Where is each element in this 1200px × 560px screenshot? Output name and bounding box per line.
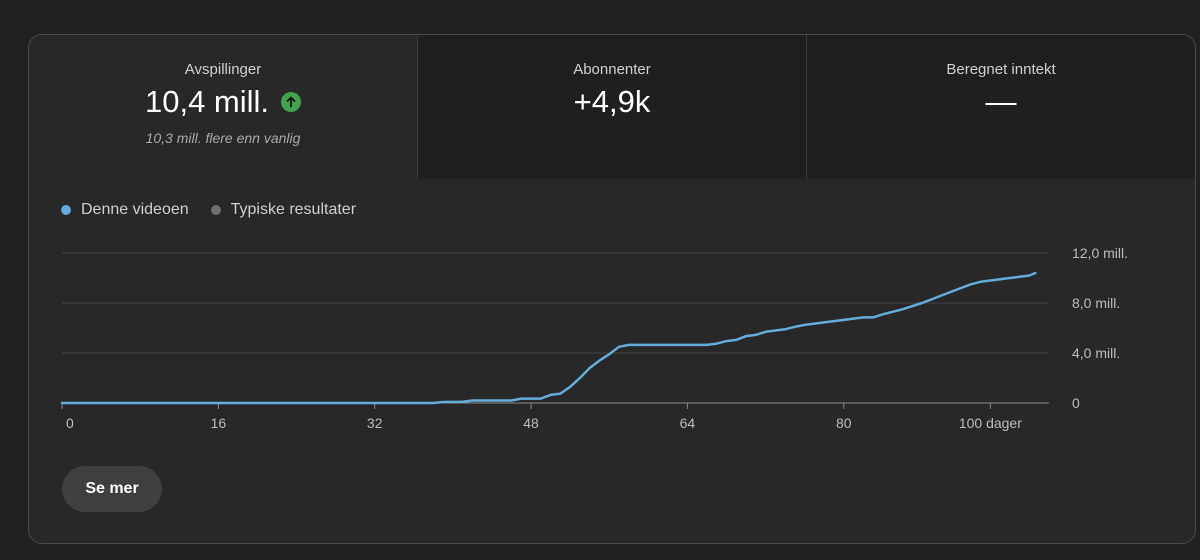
analytics-card: Avspillinger 10,4 mill. 10,3 mill. flere… xyxy=(28,34,1196,544)
metric-subscribers-value-row: +4,9k xyxy=(574,84,651,120)
legend-dot-this-video xyxy=(61,205,71,215)
metrics-row: Avspillinger 10,4 mill. 10,3 mill. flere… xyxy=(29,35,1195,179)
metric-revenue-label: Beregnet inntekt xyxy=(946,61,1056,78)
y-tick-label: 12,0 mill. xyxy=(1072,245,1128,261)
metric-views[interactable]: Avspillinger 10,4 mill. 10,3 mill. flere… xyxy=(29,35,417,179)
legend-item-typical: Typiske resultater xyxy=(210,201,357,219)
x-tick-label: 32 xyxy=(367,415,383,431)
metric-views-value: 10,4 mill. xyxy=(144,84,270,119)
metric-revenue-value-row: — xyxy=(986,84,1017,120)
chart-legend: Denne videoen Typiske resultater xyxy=(61,201,378,219)
y-tick-label: 4,0 mill. xyxy=(1072,345,1120,361)
y-tick-label: 8,0 mill. xyxy=(1072,295,1120,311)
metric-subscribers-value: +4,9k xyxy=(573,84,651,119)
arrow-up-icon xyxy=(281,92,302,112)
metric-revenue-value: — xyxy=(985,84,1017,119)
legend-label-this-video: Denne videoen xyxy=(81,201,189,218)
x-tick-label: 0 xyxy=(66,415,74,431)
series-line-this-video xyxy=(60,271,1037,405)
x-tick-label: 80 xyxy=(836,415,852,431)
legend-item-this-video: Denne videoen xyxy=(61,201,189,219)
see-more-button[interactable]: Se mer xyxy=(62,466,162,512)
legend-label-typical: Typiske resultater xyxy=(230,201,357,218)
views-line-chart: 0 4,0 mill. 8,0 mill. 12,0 mill. 0 16 32 48 64 80… xyxy=(60,245,1128,431)
metric-views-note: 10,3 mill. flere enn vanlig xyxy=(145,130,301,146)
metric-subscribers[interactable]: Abonnenter +4,9k xyxy=(417,35,806,179)
metric-views-value-row: 10,4 mill. xyxy=(144,84,302,120)
metric-subscribers-label: Abonnenter xyxy=(573,61,651,78)
x-tick-label: 100 dager xyxy=(959,415,1022,431)
y-tick-label: 0 xyxy=(1072,395,1080,411)
legend-dot-typical xyxy=(210,205,221,215)
metric-views-label: Avspillinger xyxy=(184,61,262,78)
x-tick-label: 48 xyxy=(523,415,539,431)
x-tick-label: 64 xyxy=(680,415,696,431)
x-tick-label: 16 xyxy=(211,415,227,431)
metric-revenue[interactable]: Beregnet inntekt — xyxy=(806,35,1195,179)
